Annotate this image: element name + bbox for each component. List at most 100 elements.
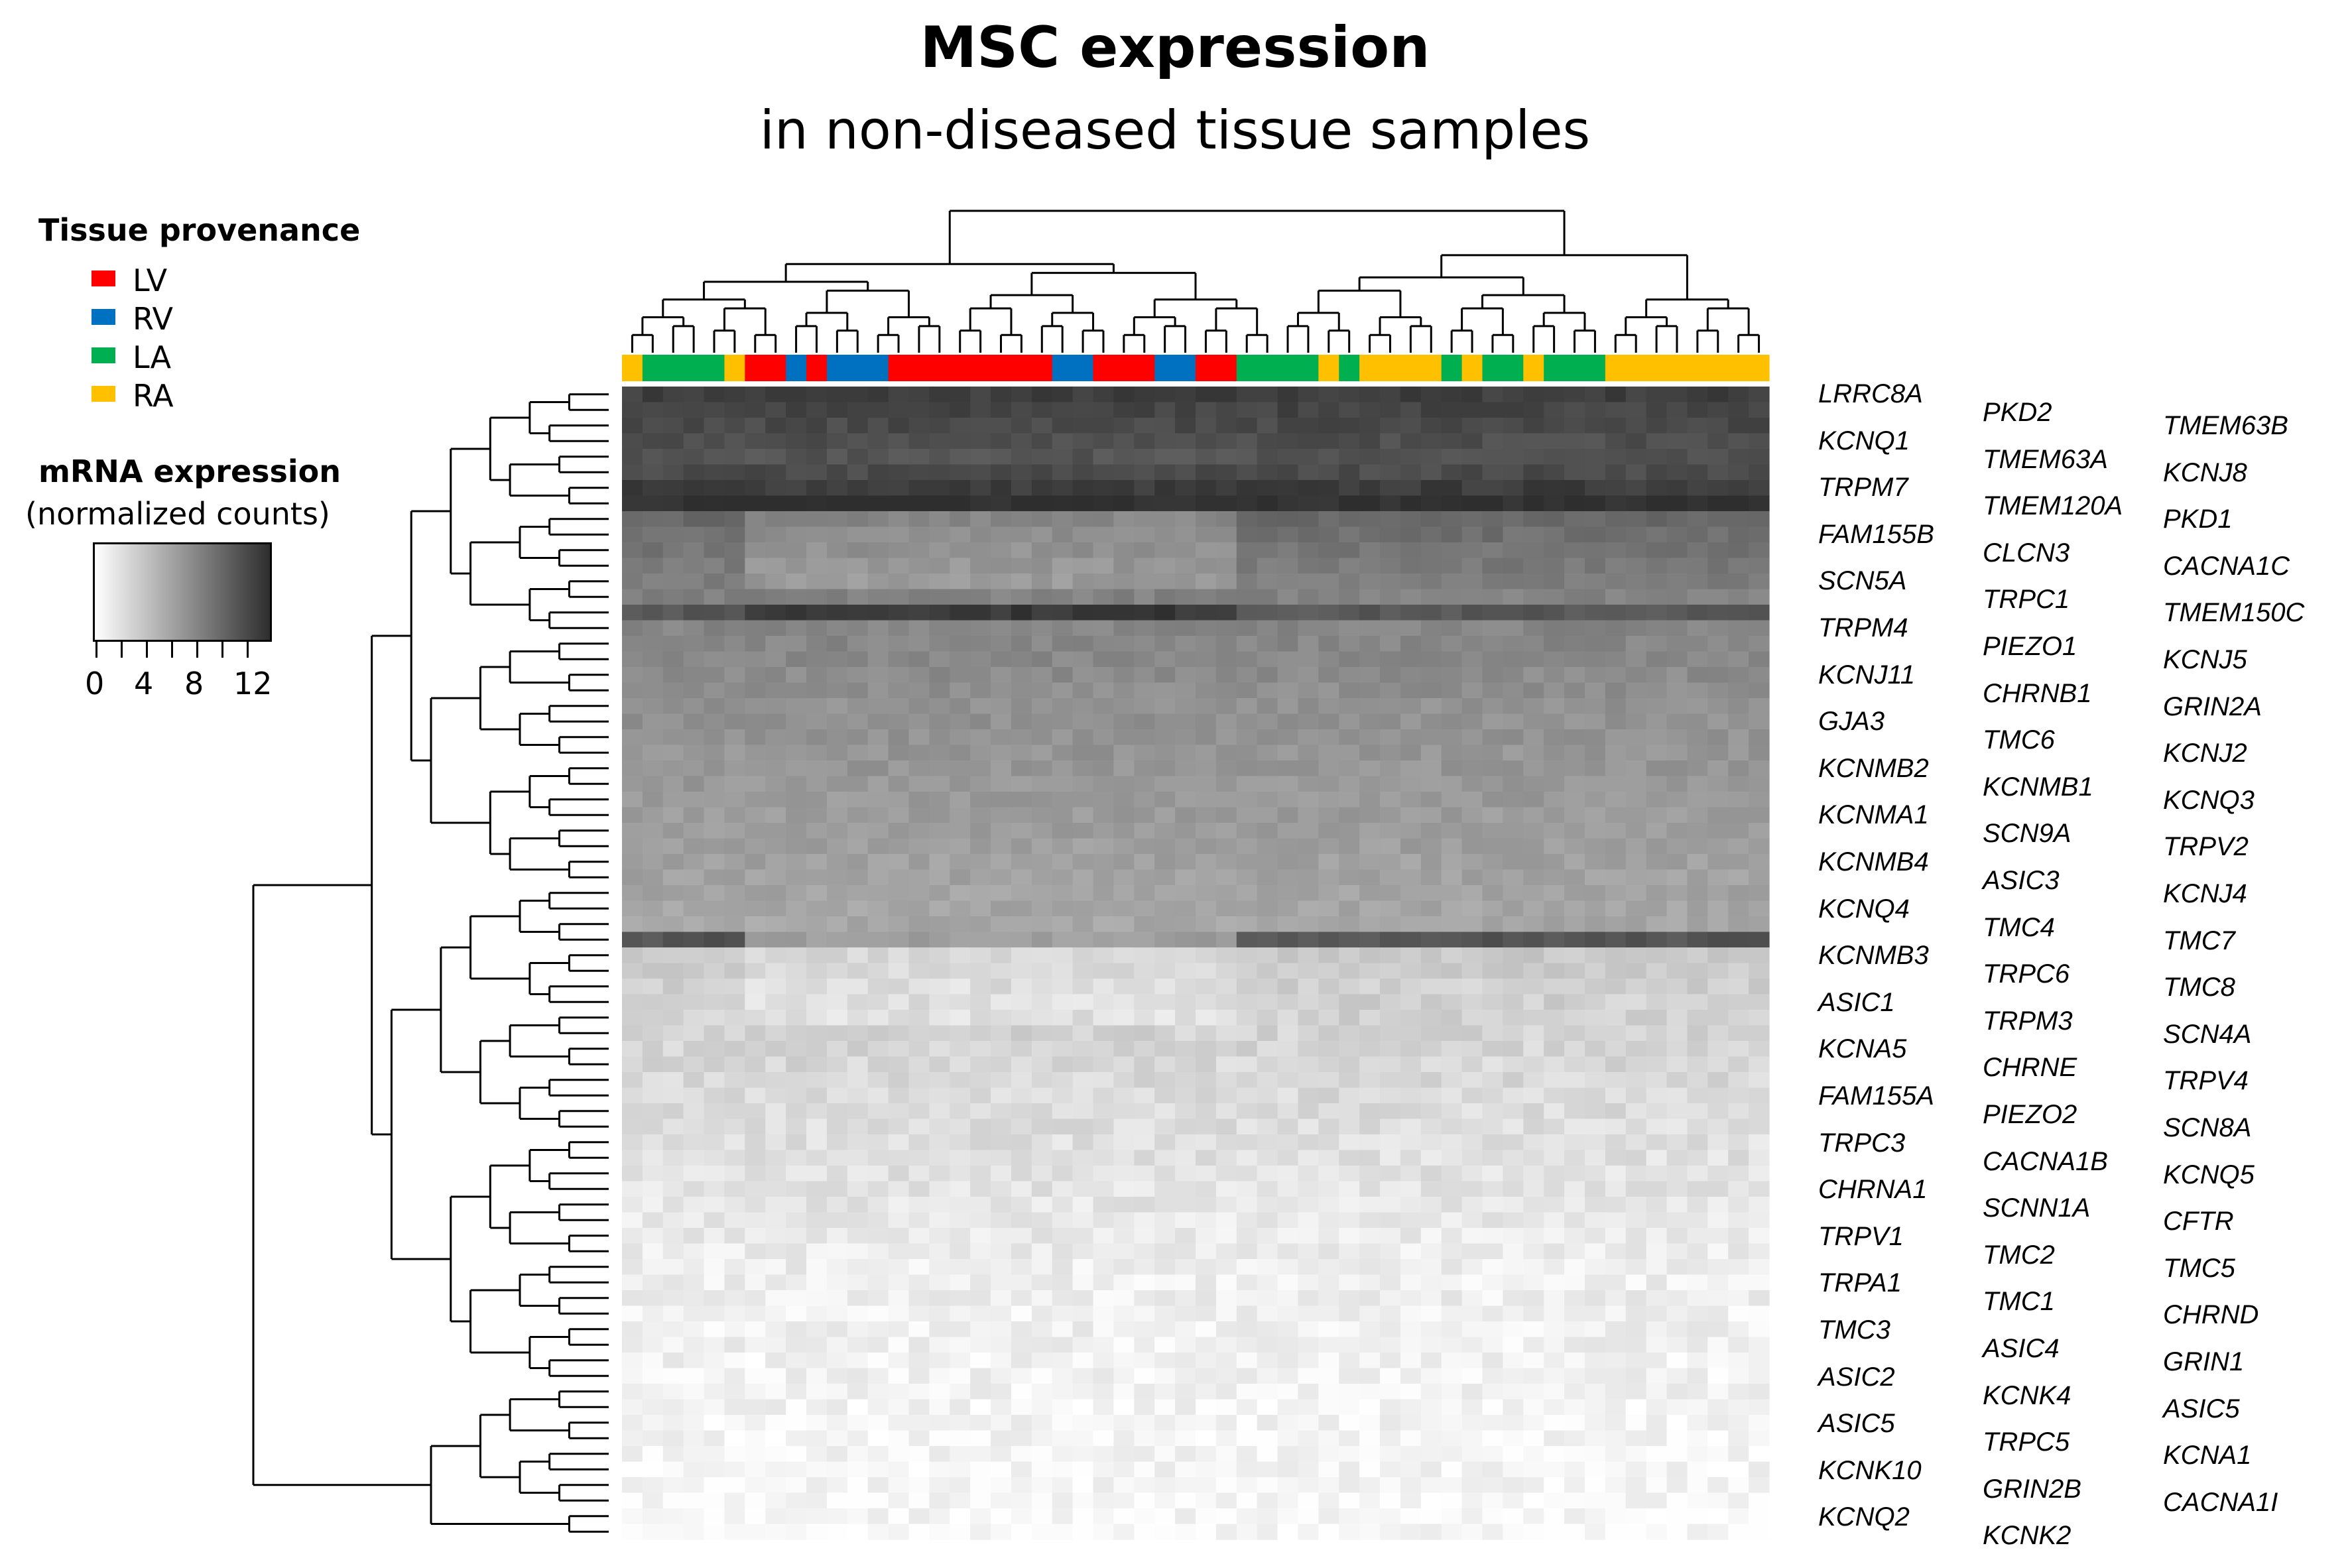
heatmap-cell: [950, 792, 971, 808]
heatmap-cell: [1277, 1056, 1299, 1073]
heatmap-cell: [847, 854, 869, 871]
heatmap-cell: [786, 464, 807, 481]
heatmap-cell: [1605, 1461, 1627, 1478]
heatmap-cell: [847, 713, 869, 730]
heatmap-cell: [888, 1430, 910, 1447]
heatmap-cell: [1461, 495, 1483, 512]
heatmap-cell: [704, 916, 725, 933]
heatmap-cell: [765, 1305, 786, 1322]
heatmap-cell: [1298, 854, 1319, 871]
heatmap-cell: [1441, 1461, 1463, 1478]
heatmap-cell: [1359, 1212, 1381, 1229]
heatmap-cell: [1749, 1461, 1770, 1478]
scale-tick-label: 4: [134, 666, 154, 701]
heatmap-cell: [1215, 823, 1237, 839]
heatmap-cell: [950, 963, 971, 979]
heatmap-cell: [1400, 1259, 1422, 1276]
heatmap-cell: [1523, 932, 1544, 948]
heatmap-cell: [929, 682, 950, 699]
heatmap-cell: [1052, 558, 1074, 574]
heatmap-cell: [1420, 620, 1442, 636]
heatmap-cell: [1544, 713, 1565, 730]
heatmap-cell: [1011, 573, 1032, 590]
heatmap-cell: [1420, 807, 1442, 823]
heatmap-cell: [888, 1134, 910, 1151]
heatmap-cell: [1298, 838, 1319, 855]
heatmap-cell: [1400, 1337, 1422, 1353]
heatmap-cell: [1236, 713, 1258, 730]
heatmap-cell: [826, 1508, 848, 1525]
provenance-cell: [1298, 355, 1319, 381]
heatmap-cell: [1093, 418, 1115, 434]
heatmap-cell: [970, 1259, 991, 1276]
heatmap-cell: [1093, 1446, 1115, 1463]
heatmap-cell: [786, 1477, 807, 1494]
heatmap-cell: [1072, 1056, 1094, 1073]
heatmap-cell: [1728, 526, 1749, 543]
heatmap-cell: [1359, 1056, 1381, 1073]
heatmap-cell: [806, 542, 828, 559]
heatmap-cell: [1196, 698, 1217, 715]
heatmap-cell: [1666, 900, 1688, 917]
heatmap-cell: [1380, 932, 1401, 948]
heatmap-cell: [826, 589, 848, 605]
heatmap-cell: [1605, 838, 1627, 855]
heatmap-cell: [642, 1477, 664, 1494]
heatmap-cell: [1584, 900, 1606, 917]
heatmap-cell: [1154, 1461, 1176, 1478]
heatmap-cell: [662, 932, 684, 948]
heatmap-cell: [1359, 511, 1381, 528]
heatmap-cell: [1564, 838, 1585, 855]
heatmap-cell: [1584, 1353, 1606, 1369]
heatmap-cell: [765, 838, 786, 855]
heatmap-cell: [970, 1274, 991, 1291]
heatmap-cell: [786, 947, 807, 964]
heatmap-cell: [1564, 1243, 1585, 1260]
gene-label: KCNMB3: [1818, 941, 1929, 971]
heatmap-cell: [1339, 1477, 1360, 1494]
heatmap-cell: [1707, 916, 1729, 933]
heatmap-cell: [1093, 558, 1115, 574]
heatmap-cell: [1503, 1181, 1524, 1197]
scale-tick: [196, 640, 198, 658]
heatmap-cell: [1646, 1492, 1668, 1509]
heatmap-cell: [662, 667, 684, 684]
heatmap-cell: [1257, 1228, 1278, 1244]
heatmap-cell: [1625, 1477, 1647, 1494]
heatmap-cell: [1031, 760, 1053, 777]
heatmap-cell: [1359, 1290, 1381, 1307]
heatmap-cell: [1646, 760, 1668, 777]
provenance-bar: [622, 355, 1770, 381]
heatmap-cell: [826, 1197, 848, 1213]
heatmap-cell: [1257, 1524, 1278, 1540]
heatmap-cell: [1441, 1041, 1463, 1057]
heatmap-cell: [1523, 900, 1544, 917]
heatmap-cell: [1687, 1384, 1708, 1400]
heatmap-cell: [1052, 605, 1074, 621]
heatmap-cell: [888, 1399, 910, 1416]
heatmap-cell: [1298, 1353, 1319, 1369]
heatmap-cell: [1544, 387, 1565, 403]
heatmap-cell: [1687, 979, 1708, 995]
heatmap-cell: [1646, 1166, 1668, 1182]
heatmap-cell: [1175, 854, 1196, 871]
heatmap-cell: [1707, 464, 1729, 481]
heatmap-cell: [1707, 1492, 1729, 1509]
heatmap-cell: [745, 1508, 766, 1525]
heatmap-cell: [1175, 1041, 1196, 1057]
heatmap-cell: [1277, 776, 1299, 792]
heatmap-cell: [1420, 495, 1442, 512]
heatmap-cell: [970, 1446, 991, 1463]
heatmap-cell: [683, 792, 705, 808]
heatmap-cell: [1605, 589, 1627, 605]
heatmap-cell: [950, 418, 971, 434]
heatmap-cell: [888, 807, 910, 823]
heatmap-cell: [1380, 1368, 1401, 1384]
heatmap-cell: [1564, 1010, 1585, 1026]
heatmap-cell: [826, 698, 848, 715]
heatmap-cell: [683, 932, 705, 948]
heatmap-cell: [745, 573, 766, 590]
heatmap-cell: [1359, 449, 1381, 465]
heatmap-cell: [1482, 1430, 1503, 1447]
heatmap-cell: [1687, 558, 1708, 574]
